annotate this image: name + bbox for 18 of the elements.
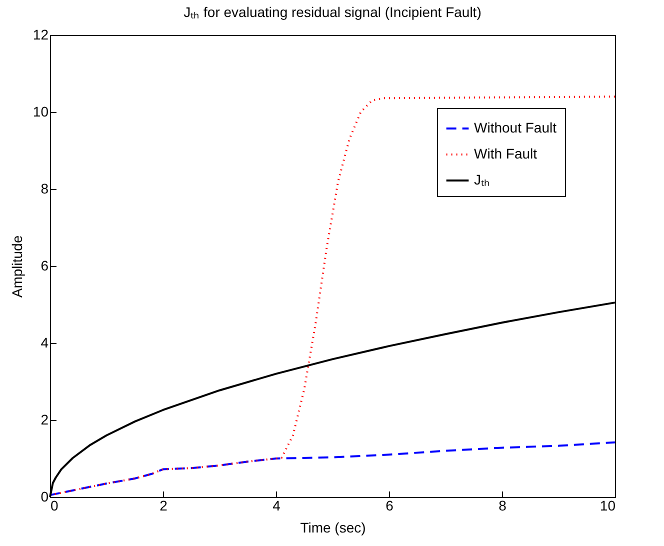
y-tick-label: 10 bbox=[32, 104, 49, 120]
y-tick-label: 12 bbox=[32, 26, 49, 42]
y-tick-label: 4 bbox=[40, 334, 49, 350]
x-tick-label: 4 bbox=[272, 498, 281, 514]
y-axis-title: Amplitude bbox=[8, 235, 25, 298]
legend-label: With Fault bbox=[474, 146, 538, 162]
line-series bbox=[49, 441, 616, 496]
legend-label: Jₜₕ bbox=[474, 172, 490, 188]
x-tick-label: 8 bbox=[498, 498, 507, 514]
x-axis-title: Time (sec) bbox=[300, 520, 366, 536]
legend-label: Without Fault bbox=[474, 120, 557, 136]
y-tick-label: 2 bbox=[40, 412, 49, 428]
chart-title: Jₜₕ for evaluating residual signal (Incipient Fault) bbox=[184, 4, 482, 20]
y-tick-label: 8 bbox=[40, 180, 49, 196]
x-tick-label: 10 bbox=[600, 498, 616, 514]
x-tick-label: 2 bbox=[160, 498, 168, 514]
x-tick-label: 6 bbox=[386, 498, 394, 514]
y-tick-label: 6 bbox=[40, 258, 49, 274]
